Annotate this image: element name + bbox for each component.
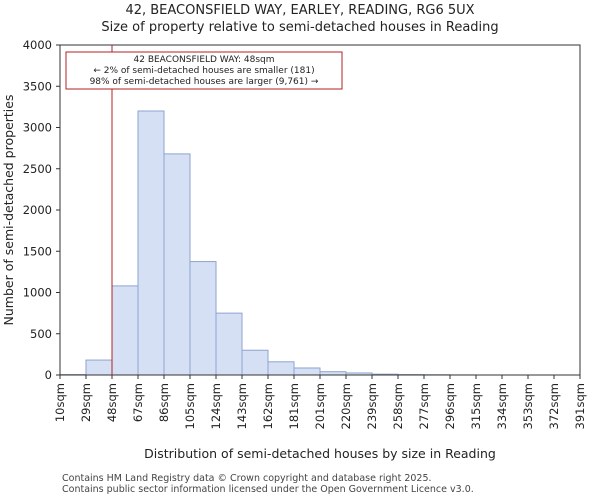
y-axis-ticks: 0 500 1000 1500 2000 2500 3000 3500 4000 xyxy=(23,38,60,382)
bar-143sqm xyxy=(241,349,269,376)
y-tick-label: 500 xyxy=(30,327,52,341)
x-tick-label: 105sqm xyxy=(183,383,197,429)
x-tick-label: 239sqm xyxy=(365,383,379,429)
x-tick-label: 334sqm xyxy=(495,383,509,429)
x-tick-label: 67sqm xyxy=(131,383,145,422)
x-tick-label: 124sqm xyxy=(209,383,223,429)
bar-105sqm xyxy=(189,261,217,376)
x-tick-label: 296sqm xyxy=(443,383,457,429)
x-tick-label: 353sqm xyxy=(521,383,535,429)
x-tick-label: 162sqm xyxy=(261,383,275,429)
annotation-line-2: ← 2% of semi-detached houses are smaller… xyxy=(93,66,314,76)
x-tick-label: 181sqm xyxy=(287,383,301,429)
x-tick-label: 391sqm xyxy=(573,383,587,429)
annotation-box xyxy=(65,51,343,90)
x-tick-label: 29sqm xyxy=(79,383,93,422)
y-tick-label: 1000 xyxy=(23,286,52,300)
x-axis-label: Distribution of semi-detached houses by … xyxy=(144,446,496,461)
y-tick-label: 1500 xyxy=(23,244,52,258)
x-tick-label: 86sqm xyxy=(157,383,171,422)
x-tick-label: 201sqm xyxy=(313,383,327,429)
footer-line-1: Contains HM Land Registry data © Crown c… xyxy=(62,473,432,484)
bar-48sqm xyxy=(111,285,139,376)
y-tick-label: 2500 xyxy=(23,162,52,176)
chart-title: 42, BEACONSFIELD WAY, EARLEY, READING, R… xyxy=(125,3,475,18)
bar-181sqm xyxy=(293,367,321,376)
y-tick-label: 0 xyxy=(45,368,52,382)
annotation-line-1: 42 BEACONSFIELD WAY: 48sqm xyxy=(134,55,275,65)
x-tick-label: 48sqm xyxy=(105,383,119,422)
plot-area-frame xyxy=(59,44,581,376)
bar-29sqm xyxy=(85,359,113,376)
x-tick-label: 258sqm xyxy=(391,383,405,429)
footer-line-2: Contains public sector information licen… xyxy=(62,484,474,495)
bars-group xyxy=(59,110,477,376)
x-tick-label: 220sqm xyxy=(339,383,353,429)
bar-124sqm xyxy=(215,312,243,376)
annotation-line-3: 98% of semi-detached houses are larger (… xyxy=(90,77,319,87)
x-tick-label: 143sqm xyxy=(235,383,249,429)
bar-67sqm xyxy=(137,110,165,376)
x-tick-label: 372sqm xyxy=(547,383,561,429)
y-tick-label: 3500 xyxy=(23,79,52,93)
y-tick-label: 2000 xyxy=(23,203,52,217)
bar-86sqm xyxy=(163,153,191,376)
x-axis-ticks: 10sqm 29sqm 48sqm 67sqm 86sqm 105sqm 124sqm 143… xyxy=(53,375,587,429)
x-tick-label: 315sqm xyxy=(469,383,483,429)
x-tick-label: 277sqm xyxy=(417,383,431,429)
x-tick-label: 10sqm xyxy=(53,383,67,422)
y-tick-label: 3000 xyxy=(23,121,52,135)
bar-162sqm xyxy=(267,361,295,376)
y-axis-label: Number of semi-detached properties xyxy=(1,95,16,326)
chart-subtitle: Size of property relative to semi-detach… xyxy=(101,20,499,35)
y-tick-label: 4000 xyxy=(23,38,52,52)
